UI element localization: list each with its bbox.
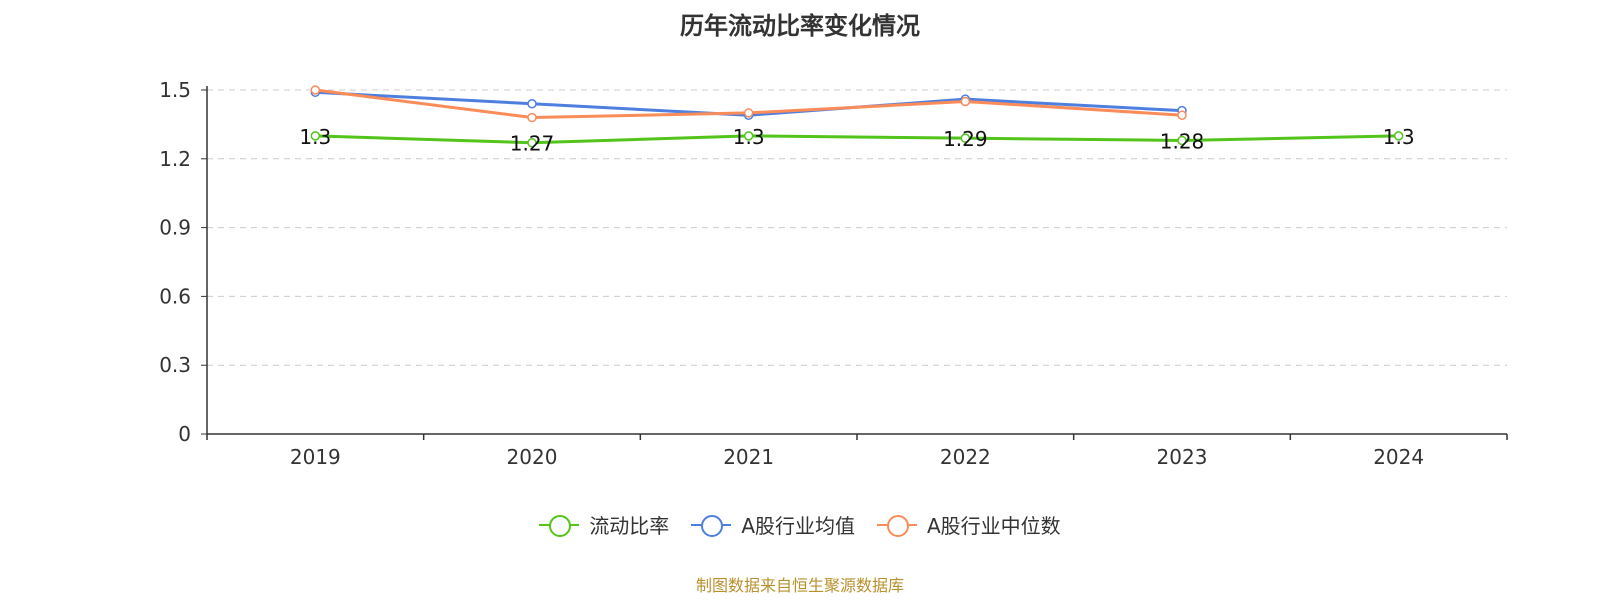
data-point	[527, 112, 537, 123]
legend-marker-icon	[539, 514, 580, 537]
series-line	[315, 134, 1399, 145]
data-point	[1393, 131, 1404, 141]
data-point	[960, 96, 971, 107]
legend-marker-icon	[691, 514, 732, 537]
data-point	[1177, 110, 1187, 120]
x-tick-label: 2020	[507, 445, 558, 469]
y-tick-label: 1.5	[159, 78, 191, 102]
y-tick-label: 0.3	[159, 353, 191, 377]
legend-ring	[887, 514, 909, 537]
legend-label: A股行业中位数	[927, 514, 1061, 538]
y-tick-label: 0.9	[159, 216, 191, 240]
data-label: 1.29	[943, 127, 988, 151]
data-point	[743, 108, 754, 118]
data-label: 1.3	[299, 125, 331, 149]
legend-item-industry-average[interactable]: A股行业均值	[691, 510, 855, 539]
data-label: 1.27	[510, 132, 555, 156]
y-tick-label: 0	[178, 422, 191, 446]
y-tick-label: 0.6	[159, 284, 191, 308]
legend-item-industry-median[interactable]: A股行业中位数	[877, 510, 1061, 539]
data-point	[1177, 135, 1187, 146]
x-tick-label: 2023	[1157, 445, 1208, 469]
x-tick-label: 2021	[723, 445, 774, 469]
x-tick-label: 2019	[290, 445, 341, 469]
data-point	[310, 85, 321, 95]
legend-ring	[701, 514, 724, 537]
data-label: 1.3	[733, 125, 765, 149]
data-point	[960, 133, 971, 143]
data-point	[310, 131, 321, 141]
legend-ring	[549, 514, 572, 537]
data-label: 1.28	[1160, 129, 1205, 153]
legend-item-current-ratio[interactable]: 流动比率	[539, 510, 669, 539]
x-tick-label: 2024	[1373, 445, 1424, 469]
y-tick-label: 1.2	[159, 147, 191, 171]
chart-title: 历年流动比率变化情况	[680, 12, 920, 40]
legend-marker-icon	[877, 514, 917, 537]
legend: 流动比率 A股行业均值 A股行业中位数	[0, 510, 1600, 539]
data-source-note: 制图数据来自恒生聚源数据库	[695, 576, 904, 595]
legend-label: A股行业均值	[741, 514, 855, 538]
data-point	[527, 137, 537, 148]
x-tick-label: 2022	[940, 445, 991, 469]
legend-label: 流动比率	[589, 514, 670, 538]
data-point	[527, 99, 537, 109]
data-point	[743, 131, 754, 141]
line-chart: 0 0.3 0.6 0.9 1.2 1.5 2019 2020 2021 2022 2023 2024…	[159, 78, 1508, 469]
data-label: 1.3	[1383, 125, 1415, 149]
